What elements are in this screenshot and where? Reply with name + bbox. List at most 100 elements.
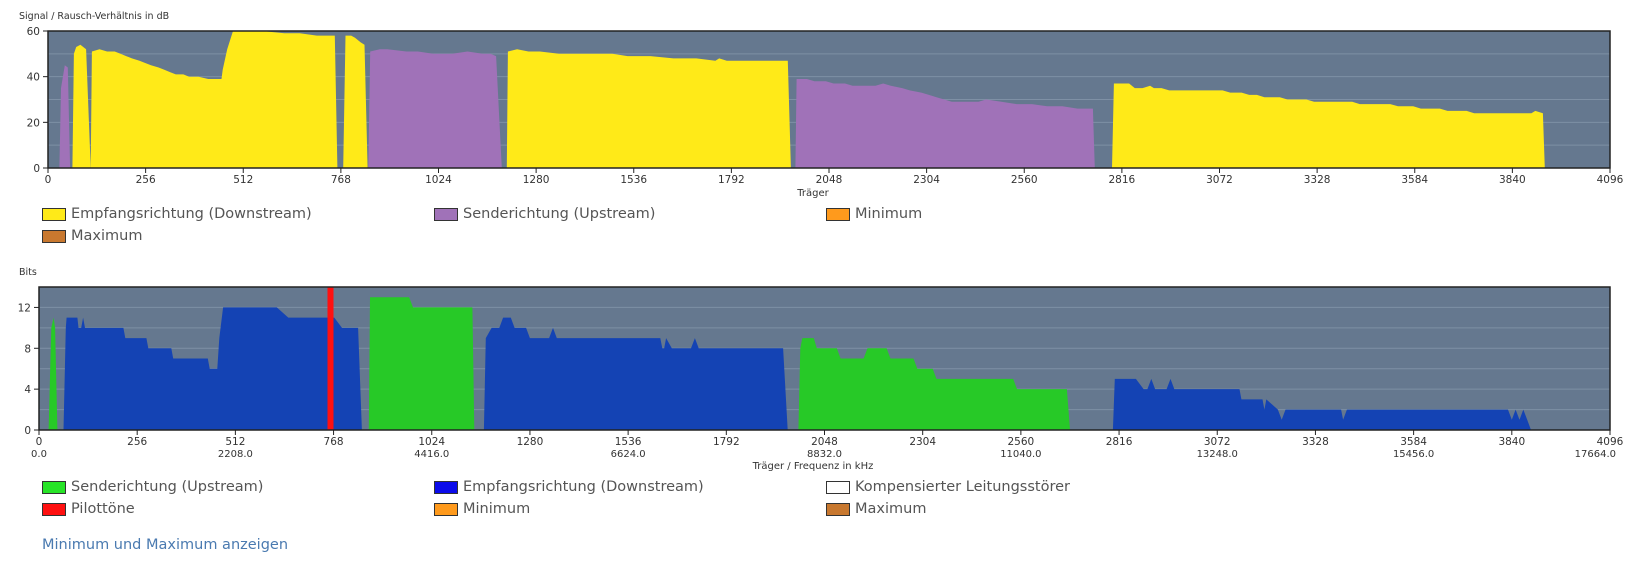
x-axis-label: Träger	[796, 188, 829, 199]
show-min-max-link[interactable]: Minimum und Maximum anzeigen	[42, 537, 289, 553]
x-tick-label: 2560	[1011, 174, 1038, 186]
legend-item[interactable]: Kompensierter Leitungsstörer	[826, 479, 1070, 495]
legend-swatch	[434, 207, 458, 221]
x-tick-label: 3584	[1400, 436, 1427, 448]
y-axis-label: Signal / Rausch-Verhältnis in dB	[19, 11, 169, 22]
x-tick-label: 1024	[418, 436, 445, 448]
series-area-empfangsrichtung	[1112, 83, 1545, 168]
freq-tick-label: 2208.0	[218, 449, 253, 460]
x-tick-label: 3072	[1206, 174, 1233, 186]
legend-label: Maximum	[71, 228, 143, 244]
legend-label: Empfangsrichtung (Downstream)	[463, 479, 704, 495]
y-tick-label: 60	[27, 26, 40, 38]
series-area-empfangsrichtung	[1112, 378, 1531, 430]
x-tick-label: 2560	[1008, 436, 1035, 448]
legend-item[interactable]: Senderichtung (Upstream)	[42, 479, 263, 495]
x-tick-label: 2048	[811, 436, 838, 448]
x-tick-label: 1536	[620, 174, 647, 186]
legend-label: Empfangsrichtung (Downstream)	[71, 206, 312, 222]
x-tick-label: 2304	[913, 174, 940, 186]
legend-label: Senderichtung (Upstream)	[71, 479, 264, 495]
x-tick-label: 1024	[425, 174, 452, 186]
x-tick-label: 2048	[816, 174, 843, 186]
y-tick-label: 40	[27, 72, 40, 84]
legend-swatch	[434, 480, 458, 494]
legend-item[interactable]: Minimum	[826, 206, 922, 222]
legend-item[interactable]: Minimum	[434, 501, 530, 517]
x-tick-label: 2816	[1106, 436, 1133, 448]
y-tick-label: 0	[24, 425, 31, 437]
x-tick-label: 2816	[1109, 174, 1136, 186]
x-tick-label: 1280	[517, 436, 544, 448]
series-area-empfangsrichtung	[63, 307, 362, 430]
x-tick-label: 1536	[615, 436, 642, 448]
x-tick-label: 1792	[718, 174, 745, 186]
legend-item[interactable]: Empfangsrichtung (Downstream)	[434, 479, 704, 495]
legend-label: Maximum	[855, 501, 927, 517]
legend-label: Kompensierter Leitungsstörer	[855, 479, 1070, 495]
legend-swatch	[826, 480, 850, 494]
freq-tick-label: 17664.0	[1575, 449, 1616, 460]
legend-swatch	[42, 502, 66, 516]
legend-item[interactable]: Maximum	[826, 501, 926, 517]
series-area-empfangsrichtung	[343, 35, 368, 168]
series-area-senderichtung	[59, 65, 71, 168]
x-tick-label: 2304	[909, 436, 936, 448]
series-area-senderichtung	[368, 49, 502, 168]
freq-tick-label: 8832.0	[807, 449, 842, 460]
legend-item[interactable]: Empfangsrichtung (Downstream)	[42, 206, 312, 222]
legend-label: Minimum	[463, 501, 531, 517]
y-tick-label: 20	[27, 117, 40, 129]
x-tick-label: 3584	[1401, 174, 1428, 186]
x-tick-label: 4096	[1597, 174, 1624, 186]
legend-item[interactable]: Pilottöne	[42, 501, 135, 517]
legend-swatch	[42, 207, 66, 221]
freq-tick-label: 6624.0	[611, 449, 646, 460]
legend-swatch	[42, 229, 66, 243]
x-tick-label: 3072	[1204, 436, 1231, 448]
freq-tick-label: 15456.0	[1393, 449, 1434, 460]
series-area-senderichtung	[48, 317, 58, 430]
pilot-tone-marker	[327, 287, 334, 430]
x-tick-label: 768	[324, 436, 344, 448]
x-tick-label: 3328	[1304, 174, 1331, 186]
series-area-senderichtung	[795, 79, 1095, 168]
x-tick-label: 768	[331, 174, 351, 186]
x-tick-label: 4096	[1597, 436, 1624, 448]
legend-item[interactable]: Maximum	[42, 228, 142, 244]
legend-item[interactable]: Senderichtung (Upstream)	[434, 206, 655, 222]
series-area-empfangsrichtung	[483, 317, 788, 430]
legend-label: Senderichtung (Upstream)	[463, 206, 656, 222]
x-tick-label: 0	[36, 436, 43, 448]
x-tick-label: 3840	[1498, 436, 1525, 448]
freq-tick-label: 13248.0	[1197, 449, 1238, 460]
y-tick-label: 8	[24, 343, 31, 355]
x-tick-label: 512	[233, 174, 253, 186]
series-area-empfangsrichtung	[72, 44, 91, 169]
x-axis-label: Träger / Frequenz in kHz	[752, 461, 874, 472]
series-area-empfangsrichtung	[90, 31, 338, 168]
x-tick-label: 512	[225, 436, 245, 448]
series-area-senderichtung	[798, 338, 1070, 430]
legend-swatch	[434, 502, 458, 516]
x-tick-label: 1792	[713, 436, 740, 448]
y-tick-label: 12	[18, 302, 31, 314]
x-tick-label: 256	[127, 436, 147, 448]
snr-chart: Signal / Rausch-Verhältnis in dB 0 20 40 60 0…	[19, 11, 1624, 199]
y-axis-label: Bits	[19, 267, 37, 278]
x-tick-label: 0	[45, 174, 52, 186]
freq-tick-label: 0.0	[31, 449, 47, 460]
freq-tick-label: 4416.0	[414, 449, 449, 460]
legend-swatch	[42, 480, 66, 494]
freq-tick-label: 11040.0	[1000, 449, 1041, 460]
y-tick-label: 4	[24, 384, 31, 396]
legend-swatch	[826, 502, 850, 516]
legend-label: Minimum	[855, 206, 923, 222]
x-tick-label: 3328	[1302, 436, 1329, 448]
x-tick-label: 256	[136, 174, 156, 186]
x-tick-label: 3840	[1499, 174, 1526, 186]
legend-label: Pilottöne	[71, 501, 135, 517]
bits-chart: Bits 0 4 8 12 0 256 512 768 1024 1280 1536 1792 2048 2…	[18, 267, 1624, 472]
x-tick-label: 1280	[523, 174, 550, 186]
y-tick-label: 0	[33, 163, 40, 175]
